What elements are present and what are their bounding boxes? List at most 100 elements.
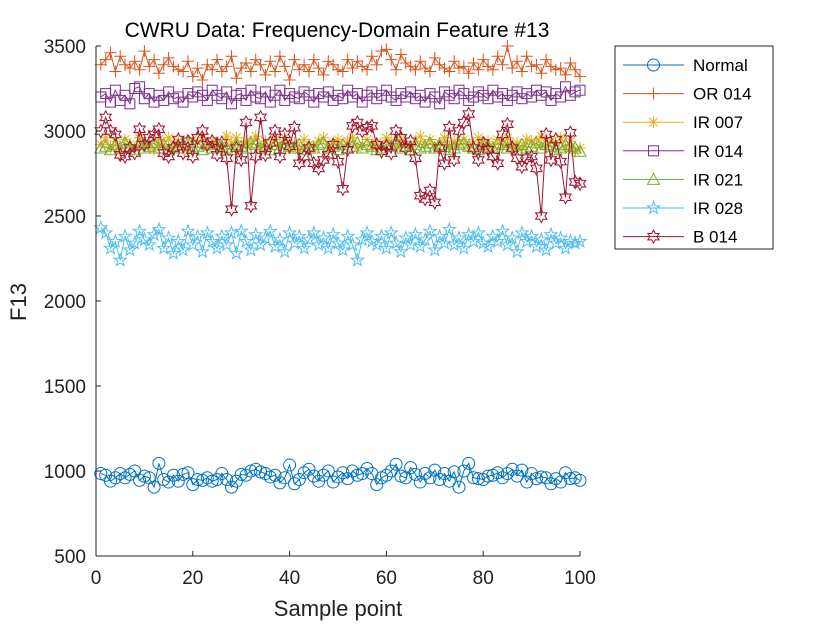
data-point-ir-007: [559, 142, 572, 154]
data-point-b-014: [408, 150, 422, 166]
data-point-b-014: [108, 126, 122, 142]
data-point-normal: [171, 474, 185, 488]
data-point-or-014: [114, 50, 127, 63]
data-point-ir-021: [156, 137, 171, 151]
data-point-or-014: [467, 57, 480, 69]
legend: Normal OR 014 IR 007 IR 014 IR 021 IR 028 B 01…: [614, 45, 774, 250]
legend-label: IR 007: [693, 113, 743, 132]
data-point-b-014: [210, 147, 224, 163]
data-point-ir-028: [252, 236, 269, 252]
data-point-ir-021: [534, 140, 549, 154]
data-point-ir-007: [419, 138, 432, 151]
legend-label: IR 021: [693, 170, 743, 189]
data-point-b-014: [258, 147, 272, 163]
data-point-or-014: [94, 58, 107, 71]
x-tick-label: 0: [91, 568, 102, 589]
data-point-ir-028: [214, 228, 230, 243]
data-point-ir-021: [93, 140, 108, 154]
data-point-ir-028: [441, 221, 457, 237]
data-point-or-014: [419, 62, 432, 75]
data-point-normal: [191, 473, 205, 486]
data-point-b-014: [404, 133, 418, 149]
data-point-normal: [162, 475, 176, 489]
data-point-ir-028: [296, 240, 312, 255]
data-point-b-014: [234, 152, 248, 168]
data-point-b-014: [200, 137, 214, 153]
data-point-normal: [292, 473, 306, 486]
data-point-or-014: [119, 58, 132, 71]
data-point-ir-028: [238, 233, 254, 248]
data-point-ir-014: [134, 81, 146, 93]
data-point-or-014: [336, 65, 349, 78]
data-point-normal: [462, 456, 476, 470]
data-point-b-014: [365, 118, 379, 134]
data-point-or-014: [496, 58, 509, 71]
data-point-b-014: [215, 135, 229, 151]
data-point-b-014: [345, 118, 360, 134]
y-tick-label: 2500: [44, 207, 86, 228]
data-point-normal: [287, 477, 301, 491]
data-point-or-014: [351, 55, 364, 68]
data-point-or-014: [244, 65, 257, 78]
data-point-normal: [346, 464, 360, 478]
data-point-ir-028: [194, 243, 211, 259]
data-point-or-014: [317, 68, 330, 81]
data-point-ir-028: [465, 233, 482, 248]
data-point-or-014: [423, 65, 436, 78]
data-point-ir-028: [107, 233, 123, 248]
series-layer: [93, 40, 588, 494]
data-point-normal: [389, 457, 403, 471]
data-point-ir-021: [297, 142, 311, 156]
data-point-or-014: [477, 53, 490, 66]
data-point-or-014: [569, 63, 582, 76]
data-point-ir-028: [533, 231, 549, 247]
data-point-ir-028: [427, 241, 443, 257]
data-point-or-014: [148, 53, 161, 66]
data-point-ir-021: [456, 135, 471, 149]
data-point-normal: [181, 466, 195, 480]
data-point-ir-028: [199, 224, 215, 240]
series-line-or-014: [100, 45, 581, 82]
series-line-normal: [100, 462, 581, 489]
data-point-ir-021: [316, 135, 331, 149]
data-point-or-014: [394, 48, 407, 61]
legend-marker: [648, 145, 659, 157]
data-point-or-014: [525, 60, 538, 73]
data-point-ir-028: [127, 235, 143, 250]
legend-item-ir-007: IR 007: [623, 113, 743, 132]
data-point-ir-007: [249, 130, 262, 143]
data-point-ir-028: [243, 241, 259, 257]
data-point-normal: [152, 456, 166, 470]
data-point-or-014: [462, 67, 475, 80]
data-point-or-014: [428, 51, 441, 64]
data-point-normal: [418, 467, 432, 481]
data-point-ir-014: [434, 98, 446, 110]
data-point-or-014: [375, 45, 388, 58]
data-point-or-014: [457, 60, 470, 73]
data-point-or-014: [302, 65, 315, 78]
data-point-b-014: [205, 133, 219, 149]
data-point-or-014: [104, 46, 117, 59]
data-point-normal: [302, 462, 316, 476]
data-point-ir-028: [359, 224, 375, 240]
data-point-b-014: [336, 181, 350, 197]
data-point-b-014: [500, 116, 514, 132]
data-point-normal: [544, 477, 558, 491]
data-point-or-014: [438, 62, 451, 75]
data-point-normal: [408, 467, 422, 481]
data-point-b-014: [481, 142, 495, 158]
data-point-b-014: [176, 145, 190, 161]
data-point-ir-007: [201, 142, 214, 154]
data-point-or-014: [254, 58, 267, 71]
data-point-b-014: [466, 140, 481, 156]
data-point-b-014: [462, 106, 476, 122]
y-tick-label: 2000: [44, 292, 86, 313]
data-point-normal: [104, 474, 118, 488]
ticks-layer: 0 20 40 60 80 100 500 1000 1500 2000 2500 3000 3500: [44, 37, 596, 589]
data-point-ir-028: [470, 224, 486, 240]
data-point-normal: [379, 468, 393, 482]
data-point-or-014: [143, 60, 156, 73]
data-point-b-014: [283, 138, 297, 154]
data-point-b-014: [331, 154, 345, 170]
